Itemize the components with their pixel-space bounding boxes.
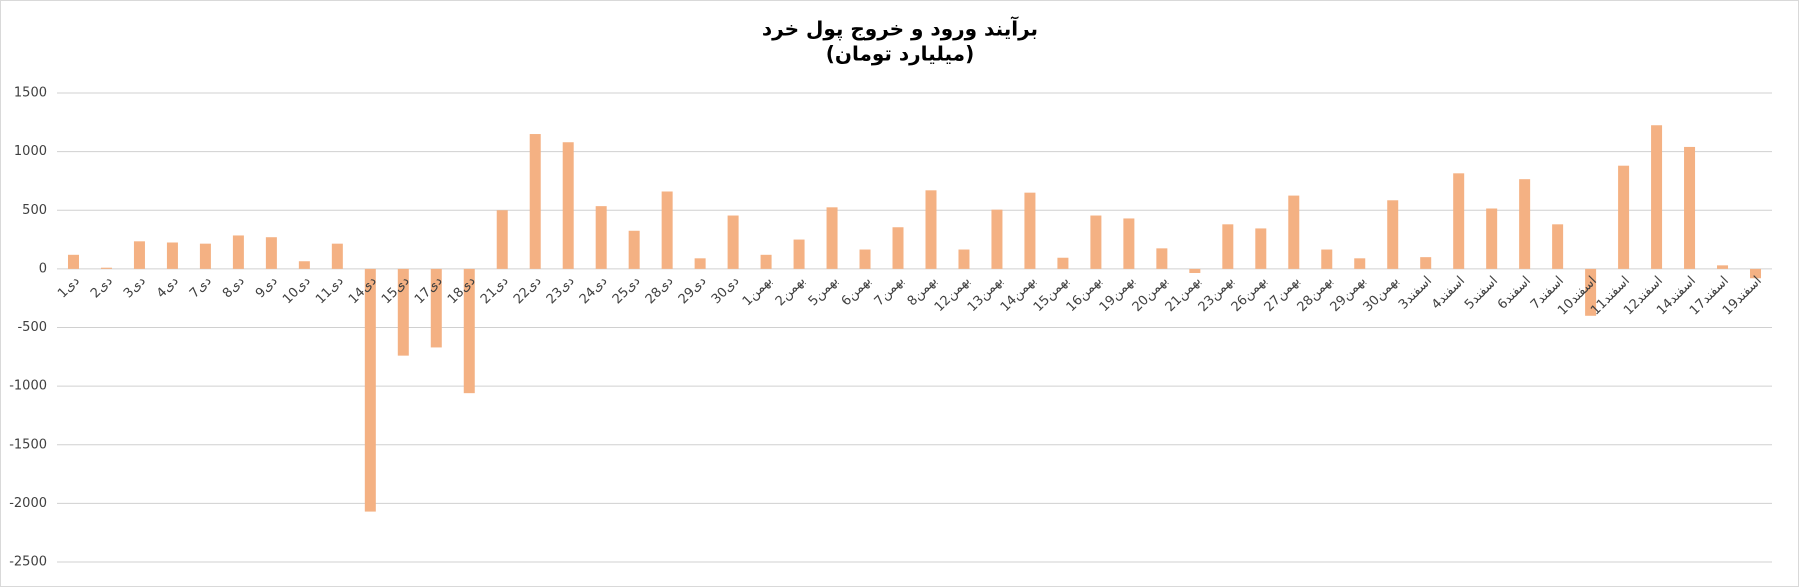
y-tick-label: -1500 <box>9 437 47 452</box>
bar <box>1090 215 1102 269</box>
bar <box>628 230 640 269</box>
chart-title: برآیند ورود و خروج پول خرد <box>762 16 1038 42</box>
bar <box>1420 257 1432 269</box>
bar <box>1288 195 1300 269</box>
bar <box>595 206 607 269</box>
bar <box>562 142 574 269</box>
y-tick-label: -500 <box>17 320 47 335</box>
bar <box>529 134 541 269</box>
bar <box>265 237 277 269</box>
bar <box>1123 218 1135 269</box>
bar <box>1618 165 1630 269</box>
bar <box>727 215 739 269</box>
bar <box>1156 248 1168 269</box>
bar <box>298 261 310 269</box>
bar <box>100 267 112 269</box>
bar <box>859 249 871 269</box>
y-tick-label: -1000 <box>9 379 47 394</box>
bar <box>496 210 508 269</box>
bar <box>694 258 706 269</box>
bar <box>67 254 79 269</box>
bar <box>133 241 145 269</box>
y-tick-label: -2000 <box>9 496 47 511</box>
bar <box>1486 208 1498 269</box>
bar <box>1057 257 1069 269</box>
bar <box>1717 265 1729 269</box>
bar <box>991 209 1003 269</box>
bar <box>232 235 244 269</box>
bar <box>1189 268 1201 273</box>
bar <box>1024 192 1036 269</box>
bar <box>1387 200 1399 269</box>
bar <box>1354 258 1366 269</box>
bar <box>1552 224 1564 269</box>
bar <box>199 243 211 269</box>
y-tick-label: 1500 <box>14 86 47 101</box>
bar <box>1255 228 1267 269</box>
bar <box>1651 125 1663 269</box>
bar <box>1321 249 1333 269</box>
bar <box>364 268 376 512</box>
bar <box>793 239 805 269</box>
chart-subtitle: (میلیارد تومان) <box>826 42 974 66</box>
bar <box>925 190 937 269</box>
bar <box>166 242 178 269</box>
bar <box>463 268 475 394</box>
y-tick-label: 1000 <box>14 144 47 159</box>
bar <box>331 243 343 269</box>
bar <box>1222 224 1234 269</box>
y-tick-label: 500 <box>22 203 47 218</box>
bar <box>661 191 673 269</box>
bar <box>1585 268 1597 316</box>
bar <box>430 268 442 348</box>
bar <box>1684 146 1696 269</box>
bar <box>892 227 904 269</box>
y-tick-label: -2500 <box>9 555 47 570</box>
bar <box>826 207 838 269</box>
bar <box>760 254 772 269</box>
bar <box>1750 268 1762 279</box>
bar <box>397 268 409 356</box>
bar <box>1453 173 1465 269</box>
bar <box>958 249 970 269</box>
y-tick-label: 0 <box>39 261 47 276</box>
bar <box>1519 179 1531 269</box>
